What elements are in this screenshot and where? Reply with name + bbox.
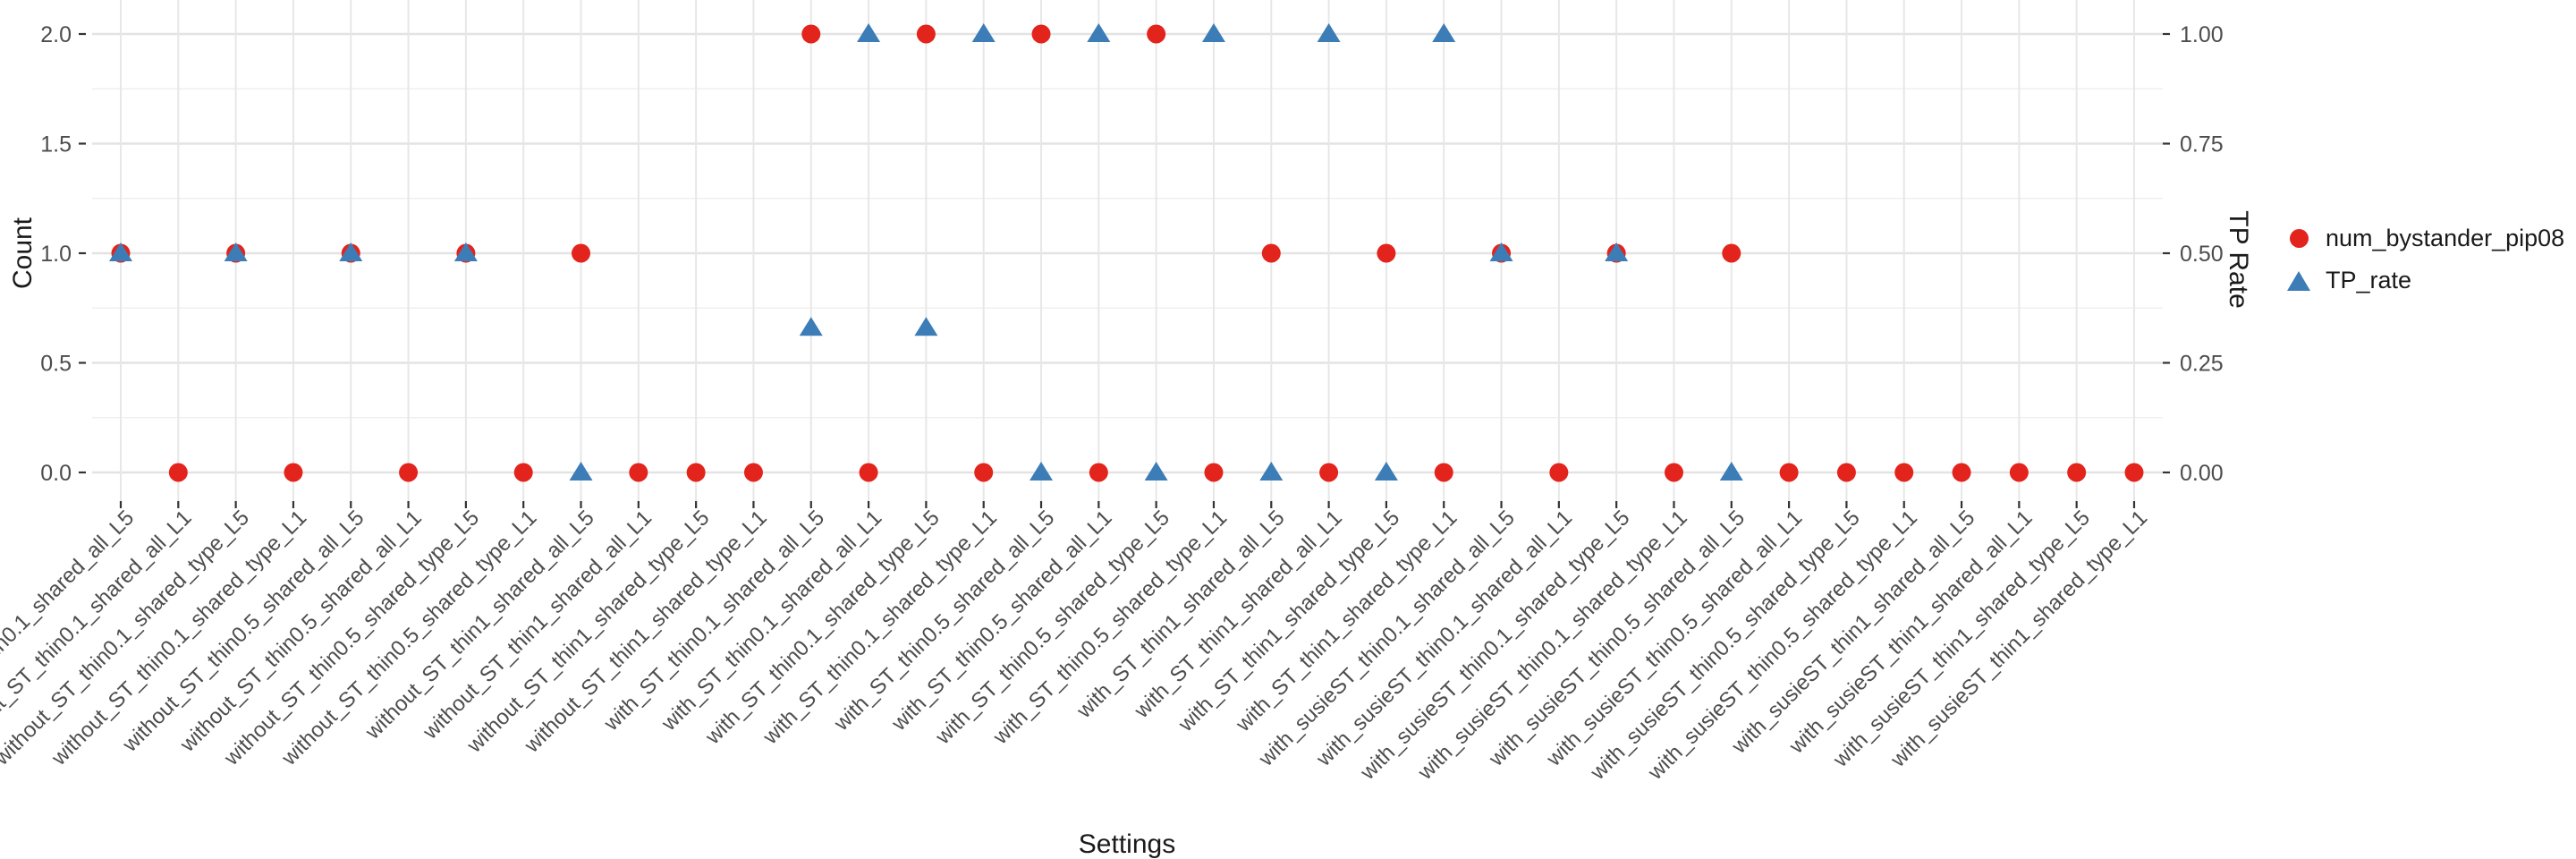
left-tick-label: 1.5 [40, 132, 72, 157]
point-num-bystander [801, 24, 821, 44]
x-tick-label: with_ST_thin1_shared_all_L5 [1072, 506, 1289, 723]
point-num-bystander [168, 463, 188, 482]
right-axis-title: TP Rate [2224, 210, 2253, 309]
point-tp-rate [914, 317, 938, 336]
left-tick-label: 2.0 [40, 22, 72, 47]
point-tp-rate [1719, 462, 1743, 481]
point-tp-rate [224, 242, 248, 261]
point-num-bystander [2009, 463, 2029, 482]
point-tp-rate [1201, 23, 1225, 42]
point-num-bystander [1261, 243, 1281, 263]
left-tick-label: 1.0 [40, 242, 72, 267]
point-num-bystander [1549, 463, 1569, 482]
x-tick-label: with_ST_thin1_shared_all_L1 [1129, 506, 1346, 723]
point-tp-rate [1317, 23, 1341, 42]
x-axis-title: Settings [1078, 829, 1176, 859]
point-tp-rate [339, 242, 363, 261]
point-num-bystander [1031, 24, 1051, 44]
point-tp-rate [857, 23, 881, 42]
point-num-bystander [1894, 463, 1914, 482]
axis-tick-marks [79, 32, 2170, 508]
major-gridlines [92, 32, 2163, 474]
point-num-bystander [859, 463, 878, 482]
left-tick-label: 0.0 [40, 461, 72, 486]
point-tp-rate [1605, 242, 1629, 261]
minor-gridlines [92, 88, 2163, 419]
point-tp-rate [453, 242, 478, 261]
point-num-bystander [916, 24, 936, 44]
left-axis-title: Count [8, 217, 38, 290]
right-tick-label: 0.50 [2180, 242, 2224, 267]
point-num-bystander [1779, 463, 1799, 482]
legend-item-tp-rate: TP_rate [2286, 259, 2564, 302]
point-num-bystander [572, 243, 591, 263]
left-tick-label: 0.5 [40, 352, 72, 377]
triangle-icon [2287, 270, 2310, 291]
point-num-bystander [743, 463, 763, 482]
point-num-bystander [284, 463, 303, 482]
point-tp-rate [109, 242, 132, 261]
axis-tick-labels: without_ST_thin0.1_shared_all_L5without_… [0, 22, 2224, 785]
point-num-bystander [974, 463, 994, 482]
point-num-bystander [1147, 24, 1166, 44]
right-tick-label: 0.25 [2180, 352, 2224, 377]
right-tick-label: 0.00 [2180, 461, 2224, 486]
point-tp-rate [569, 462, 593, 481]
point-num-bystander [399, 463, 419, 482]
point-tp-rate [799, 317, 823, 336]
point-tp-rate [1259, 462, 1284, 481]
point-num-bystander [686, 463, 706, 482]
point-tp-rate [971, 23, 996, 42]
circle-icon [2289, 229, 2309, 248]
point-num-bystander [1319, 463, 1339, 482]
point-tp-rate [1489, 242, 1513, 261]
point-num-bystander [1952, 463, 1971, 482]
point-num-bystander [1089, 463, 1108, 482]
vertical-gridlines [120, 0, 2135, 501]
legend-item-num-bystander: num_bystander_pip08 [2286, 217, 2564, 259]
point-tp-rate [1374, 462, 1398, 481]
legend-label-tp-rate: TP_rate [2326, 267, 2412, 293]
right-tick-label: 0.75 [2180, 132, 2224, 157]
point-num-bystander [513, 463, 533, 482]
point-tp-rate [1030, 462, 1054, 481]
point-num-bystander [2124, 463, 2144, 482]
data-points [109, 23, 2144, 482]
point-num-bystander [2067, 463, 2087, 482]
right-tick-label: 1.00 [2180, 22, 2224, 47]
point-tp-rate [1144, 462, 1168, 481]
point-num-bystander [1377, 243, 1396, 263]
point-num-bystander [1664, 463, 1683, 482]
point-num-bystander [1836, 463, 1856, 482]
point-tp-rate [1432, 23, 1456, 42]
point-num-bystander [629, 463, 648, 482]
point-num-bystander [1204, 463, 1224, 482]
point-tp-rate [1087, 23, 1111, 42]
point-num-bystander [1722, 243, 1741, 263]
legend-label-num-bystander: num_bystander_pip08 [2326, 225, 2565, 251]
legend: num_bystander_pip08 TP_rate [2286, 217, 2564, 302]
point-num-bystander [1434, 463, 1453, 482]
